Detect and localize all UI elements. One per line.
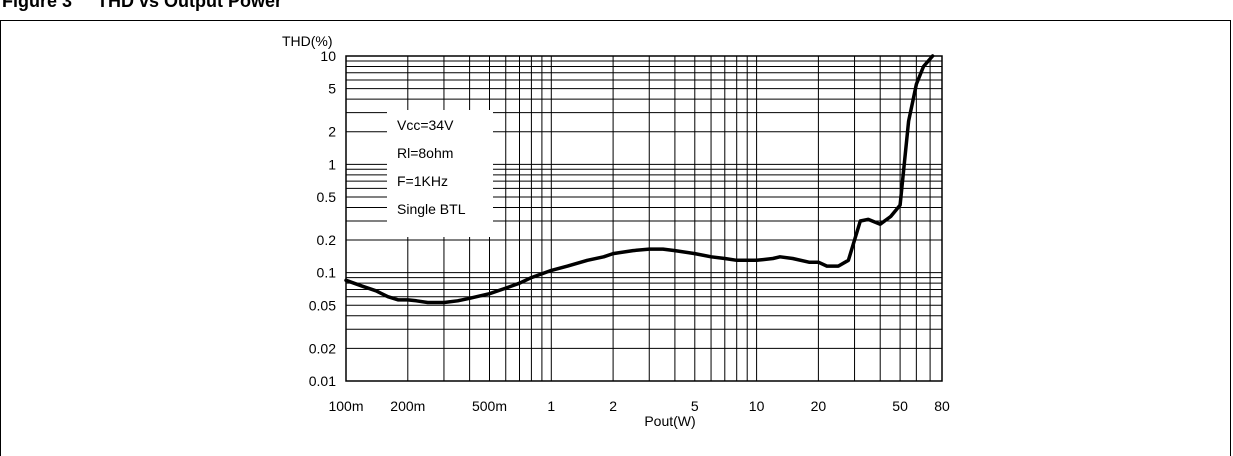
x-tick-labels: 100m 200m 500m 1 2 5 10 20 50 80 <box>328 398 950 414</box>
y-tick-label-9: 0.01 <box>309 373 336 389</box>
y-tick-label-4: 0.5 <box>317 189 337 205</box>
x-tick-label-0: 100m <box>328 398 363 414</box>
x-tick-label-1: 200m <box>390 398 425 414</box>
x-axis-label: Pout(W) <box>644 413 695 429</box>
annotation-text-0: Vcc=34V <box>397 117 454 133</box>
y-axis-label: THD(%) <box>282 33 333 49</box>
y-tick-labels: 10 5 2 1 0.5 0.2 0.1 0.05 0.02 0.01 <box>309 48 336 389</box>
y-tick-label-0: 10 <box>320 48 336 64</box>
x-tick-label-8: 50 <box>892 398 908 414</box>
annotation-text-2: F=1KHz <box>397 173 448 189</box>
y-tick-label-2: 2 <box>328 124 336 140</box>
figure-header: Figure 3 THD vs Output Power <box>0 0 1233 24</box>
y-tick-label-6: 0.1 <box>317 265 337 281</box>
curve-layer <box>344 54 935 305</box>
y-tick-label-3: 1 <box>328 156 336 172</box>
annotation-box: Vcc=34V Rl=8ohm F=1KHz Single BTL <box>387 110 493 237</box>
y-tick-label-7: 0.05 <box>309 297 336 313</box>
x-tick-label-7: 20 <box>811 398 827 414</box>
annotation-background <box>387 110 493 237</box>
figure-frame <box>0 20 1231 456</box>
x-tick-label-4: 2 <box>609 398 617 414</box>
x-tick-label-3: 1 <box>547 398 555 414</box>
y-tick-label-5: 0.2 <box>317 232 337 248</box>
plot-border <box>345 55 943 382</box>
x-tick-label-6: 10 <box>749 398 765 414</box>
annotation-text-3: Single BTL <box>397 201 466 217</box>
y-tick-label-8: 0.02 <box>309 340 336 356</box>
x-tick-label-2: 500m <box>472 398 507 414</box>
x-tick-label-9: 80 <box>934 398 950 414</box>
annotation-text-1: Rl=8ohm <box>397 145 453 161</box>
x-tick-label-5: 5 <box>691 398 699 414</box>
y-tick-label-1: 5 <box>328 81 336 97</box>
figure-title: Figure 3 THD vs Output Power <box>2 0 283 11</box>
series-line-0 <box>344 54 935 305</box>
